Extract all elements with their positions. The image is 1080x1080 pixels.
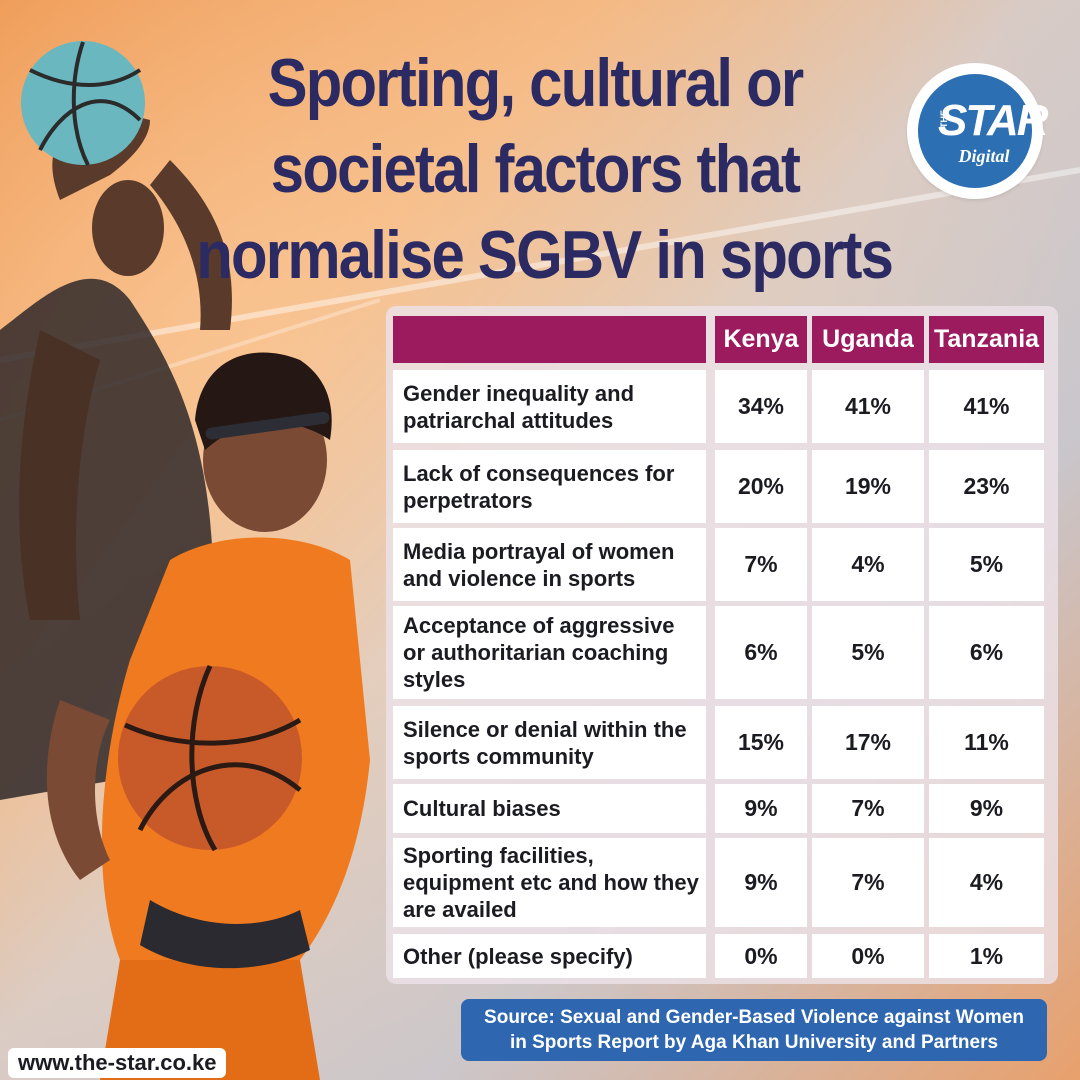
title-line-2: societal factors that — [270, 131, 801, 207]
column-header-uganda: Uganda — [812, 316, 924, 363]
value-cell-uganda: 41% — [812, 370, 924, 443]
logo-circle: THE STAR Digital — [918, 74, 1049, 188]
row-label: Other (please specify) — [393, 934, 706, 978]
source-note: Source: Sexual and Gender-Based Violence… — [461, 999, 1047, 1061]
table-header-blank — [393, 316, 706, 363]
value-cell-kenya: 9% — [715, 838, 807, 927]
value-cell-kenya: 34% — [715, 370, 807, 443]
value-cell-kenya: 6% — [715, 606, 807, 699]
value-cell-tanzania: 9% — [929, 784, 1044, 833]
value-cell-tanzania: 41% — [929, 370, 1044, 443]
logo-digital-text: Digital — [958, 146, 1010, 166]
row-label: Sporting facilities, equipment etc and h… — [393, 838, 706, 927]
value-cell-uganda: 7% — [812, 838, 924, 927]
row-label: Media portrayal of women and violence in… — [393, 528, 706, 601]
source-line-2: in Sports Report by Aga Khan University … — [509, 1032, 999, 1053]
value-cell-tanzania: 23% — [929, 450, 1044, 523]
basketball-bottom-icon — [118, 664, 302, 852]
basketball-top-icon — [21, 41, 145, 166]
row-label: Gender inequality and patriarchal attitu… — [393, 370, 706, 443]
value-cell-uganda: 19% — [812, 450, 924, 523]
website-link[interactable]: www.the-star.co.ke — [8, 1048, 227, 1078]
row-label: Silence or denial within the sports comm… — [393, 706, 706, 779]
row-label: Acceptance of aggressive or authoritaria… — [393, 606, 706, 699]
data-table: Kenya Uganda Tanzania Gender inequality and… — [386, 306, 1058, 984]
column-header-tanzania: Tanzania — [929, 316, 1044, 363]
value-cell-kenya: 15% — [715, 706, 807, 779]
logo-star-text: STAR — [938, 96, 1049, 145]
column-header-kenya: Kenya — [715, 316, 807, 363]
value-cell-tanzania: 1% — [929, 934, 1044, 978]
value-cell-uganda: 0% — [812, 934, 924, 978]
title-line-3: normalise SGBV in sports — [196, 217, 894, 293]
source-line-1: Source: Sexual and Gender-Based Violence… — [484, 1007, 1024, 1028]
value-cell-tanzania: 5% — [929, 528, 1044, 601]
female-player-figure — [46, 352, 371, 1080]
value-cell-tanzania: 4% — [929, 838, 1044, 927]
row-label: Cultural biases — [393, 784, 706, 833]
the-star-digital-logo: THE STAR Digital — [910, 66, 1049, 196]
value-cell-kenya: 0% — [715, 934, 807, 978]
value-cell-uganda: 17% — [812, 706, 924, 779]
value-cell-uganda: 7% — [812, 784, 924, 833]
value-cell-uganda: 5% — [812, 606, 924, 699]
value-cell-kenya: 9% — [715, 784, 807, 833]
value-cell-tanzania: 11% — [929, 706, 1044, 779]
value-cell-tanzania: 6% — [929, 606, 1044, 699]
value-cell-uganda: 4% — [812, 528, 924, 601]
value-cell-kenya: 7% — [715, 528, 807, 601]
chart-title: Sporting, cultural or societal factors t… — [196, 40, 894, 298]
row-label: Lack of consequences for perpetrators — [393, 450, 706, 523]
title-line-1: Sporting, cultural or — [267, 45, 805, 121]
value-cell-kenya: 20% — [715, 450, 807, 523]
